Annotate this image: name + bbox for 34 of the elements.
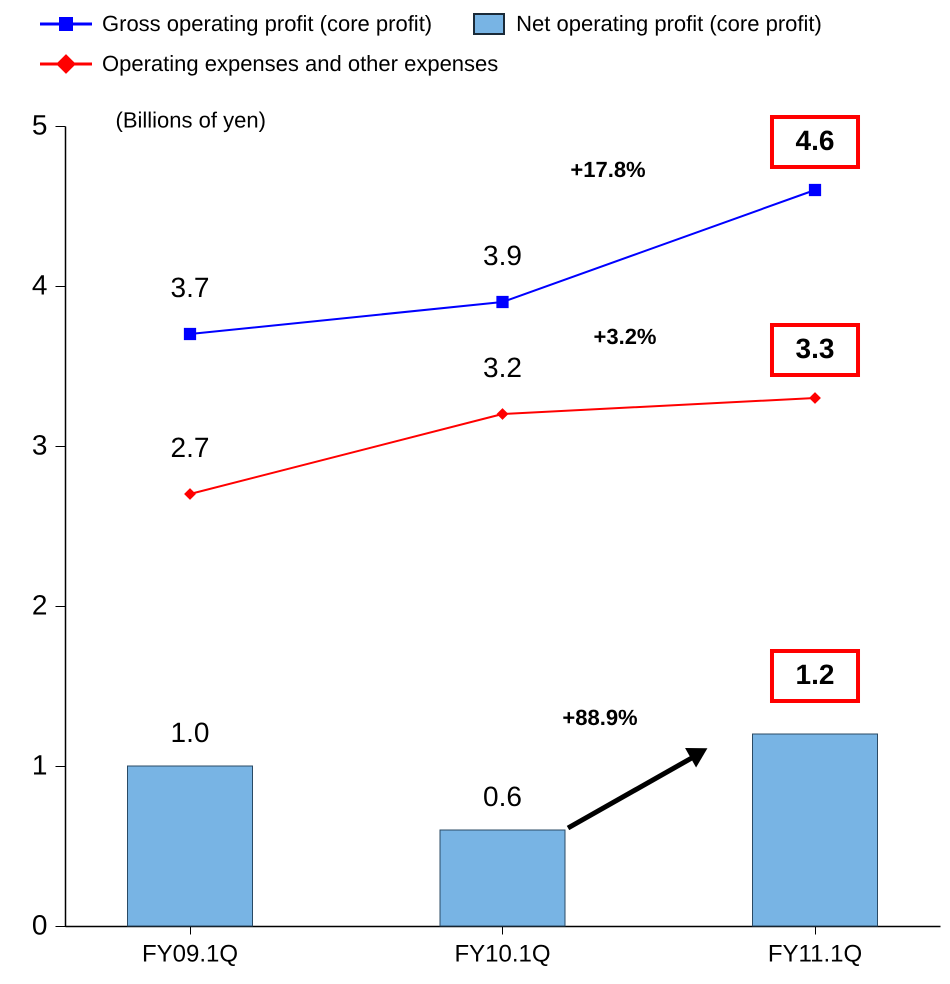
legend-label: Gross operating profit (core profit) xyxy=(102,11,432,37)
annotation: +3.2% xyxy=(594,324,656,349)
x-tick-label: FY11.1Q xyxy=(768,940,862,968)
x-tick-label: FY09.1Q xyxy=(142,940,238,968)
data-label: 2.7 xyxy=(170,432,210,463)
data-label: 3.2 xyxy=(483,352,522,383)
data-label: 1.0 xyxy=(170,717,210,748)
annotation: +88.9% xyxy=(562,705,638,730)
point xyxy=(809,392,821,404)
annotation: +17.8% xyxy=(570,157,646,182)
legend-label: Operating expenses and other expenses xyxy=(102,51,498,77)
data-label: 1.2 xyxy=(796,659,834,690)
y-tick-label: 1 xyxy=(32,750,48,780)
y-tick-label: 5 xyxy=(32,110,48,140)
bar xyxy=(440,830,566,926)
point xyxy=(808,184,822,196)
data-label: 3.7 xyxy=(170,272,210,303)
x-tick-label: FY10.1Q xyxy=(454,940,551,968)
point xyxy=(496,408,508,420)
y-axis-title: (Billions of yen) xyxy=(116,108,266,132)
bar xyxy=(752,734,878,926)
data-label: 3.9 xyxy=(483,240,522,271)
data-label: 3.3 xyxy=(796,333,834,364)
legend-label: Net operating profit (core profit) xyxy=(516,11,822,37)
data-label: 4.6 xyxy=(796,125,834,156)
y-tick-label: 3 xyxy=(32,430,48,460)
point xyxy=(184,328,196,340)
point xyxy=(184,488,196,500)
y-tick-label: 0 xyxy=(32,910,48,940)
point xyxy=(496,296,509,308)
y-tick-label: 4 xyxy=(32,270,48,300)
bar xyxy=(127,766,253,926)
y-tick-label: 2 xyxy=(32,590,48,620)
data-label: 0.6 xyxy=(483,781,522,812)
